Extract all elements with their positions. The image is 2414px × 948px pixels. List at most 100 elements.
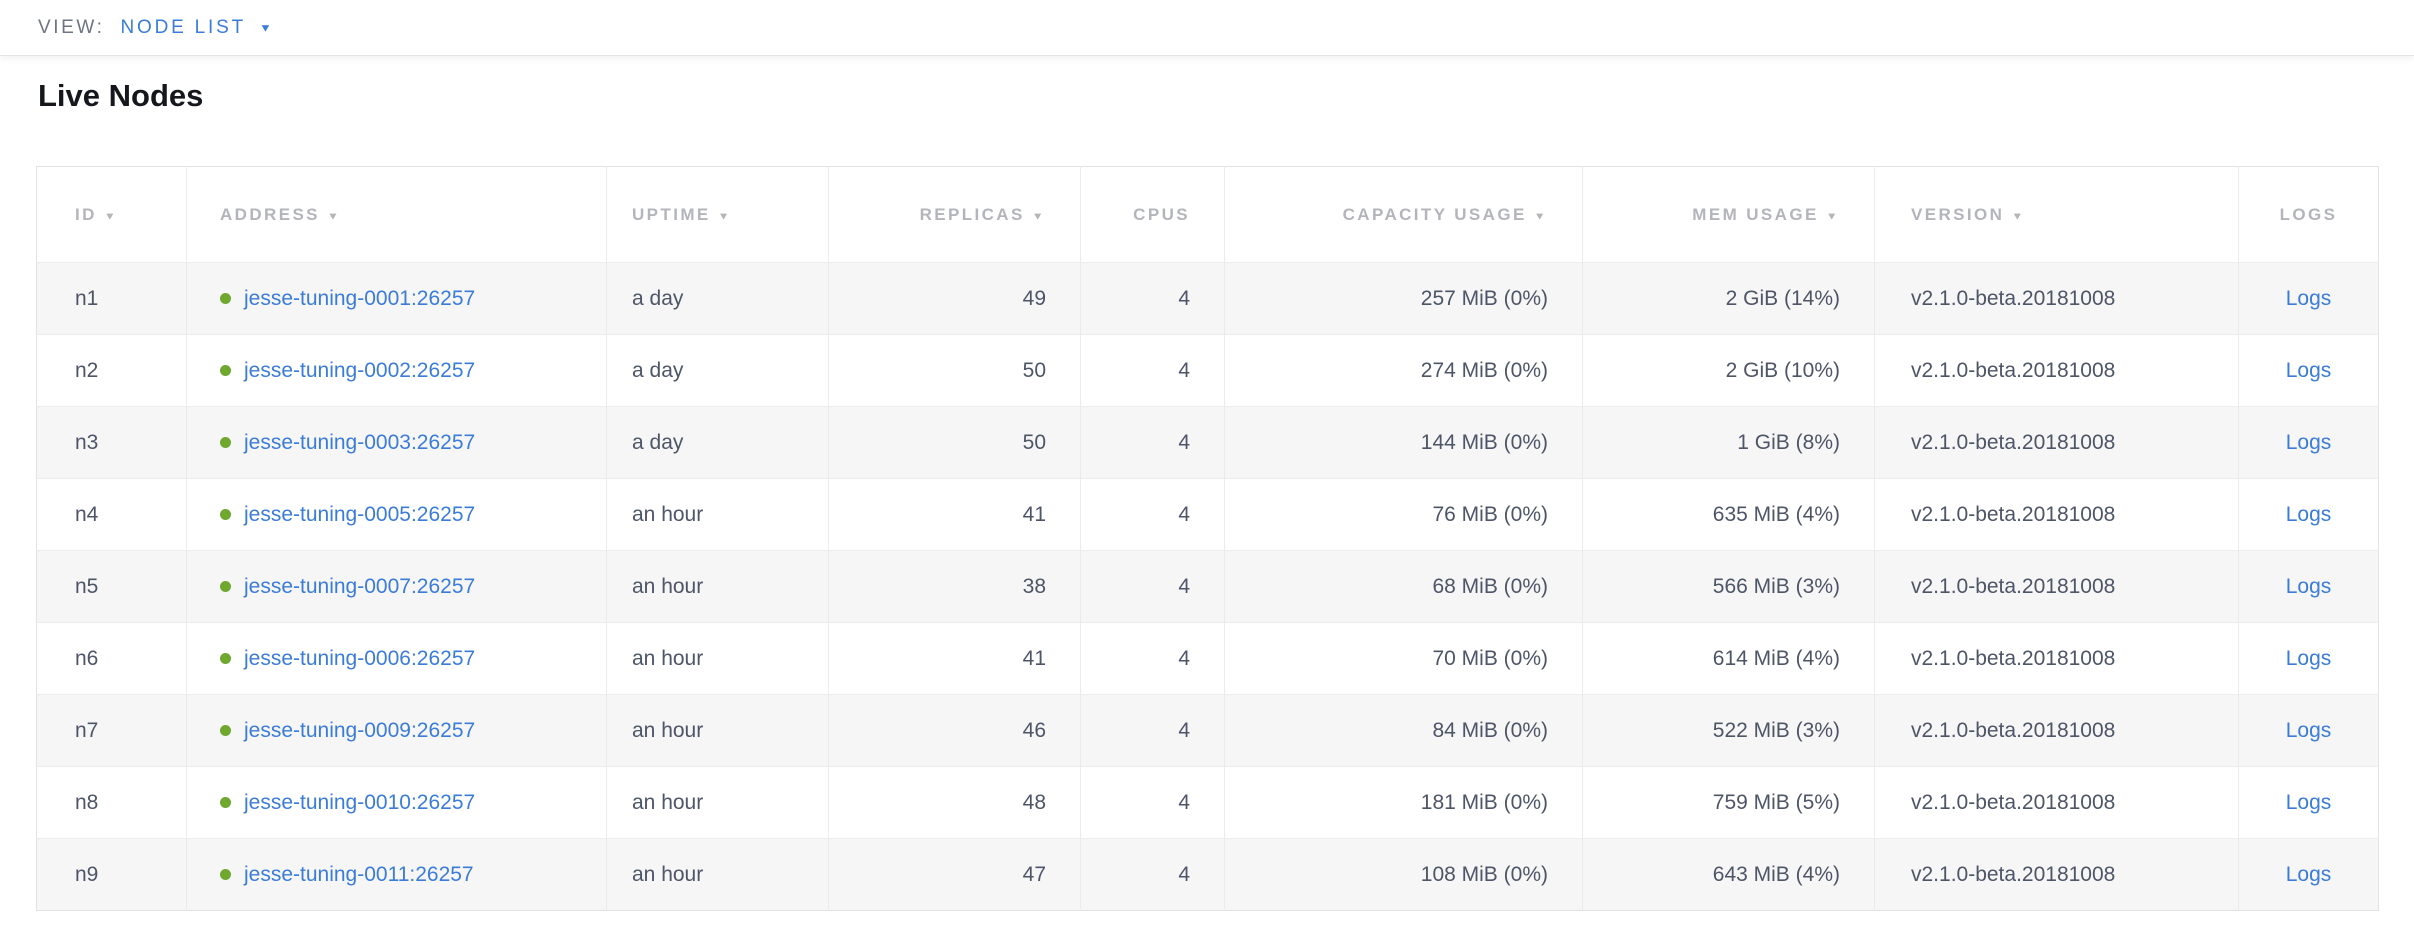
table-row: n7 jesse-tuning-0009:26257 an hour 46 4 84 Mi… — [36, 694, 2379, 767]
logs-link[interactable]: Logs — [2285, 286, 2332, 310]
node-healthy-icon — [220, 652, 231, 664]
live-nodes-table: ID ▼ ADDRESS ▼ UPTIME ▼ REPLICAS ▼ CPUS CAPACITY … — [36, 166, 2379, 911]
column-header-replicas[interactable]: REPLICAS ▼ — [828, 166, 1081, 263]
table-row: n8 jesse-tuning-0010:26257 an hour 48 4 181 M… — [36, 766, 2379, 839]
uptime-cell: a day — [606, 334, 829, 407]
logs-cell: Logs — [2238, 406, 2379, 479]
logs-link[interactable]: Logs — [2285, 718, 2332, 742]
table-row: n1 jesse-tuning-0001:26257 a day 49 4 257 MiB… — [36, 262, 2379, 335]
table-row: n6 jesse-tuning-0006:26257 an hour 41 4 70 Mi… — [36, 622, 2379, 695]
logs-cell: Logs — [2238, 334, 2379, 407]
column-label: LOGS — [2279, 204, 2338, 224]
header-row: ID ▼ ADDRESS ▼ UPTIME ▼ REPLICAS ▼ CPUS CAPACITY … — [36, 166, 2379, 263]
logs-link[interactable]: Logs — [2285, 862, 2332, 886]
mem-cell: 1 GiB (8%) — [1582, 406, 1875, 479]
table-row: n9 jesse-tuning-0011:26257 an hour 47 4 108 M… — [36, 838, 2379, 911]
uptime-cell: a day — [606, 262, 829, 335]
logs-cell: Logs — [2238, 766, 2379, 839]
column-header-id[interactable]: ID ▼ — [36, 166, 187, 263]
logs-link[interactable]: Logs — [2285, 358, 2332, 382]
id-cell: n4 — [36, 478, 187, 551]
mem-cell: 635 MiB (4%) — [1582, 478, 1875, 551]
column-label: CAPACITY USAGE — [1342, 204, 1527, 224]
column-header-address[interactable]: ADDRESS ▼ — [186, 166, 607, 263]
address-cell: jesse-tuning-0009:26257 — [186, 694, 607, 767]
mem-cell: 566 MiB (3%) — [1582, 550, 1875, 623]
logs-cell: Logs — [2238, 694, 2379, 767]
address-cell: jesse-tuning-0010:26257 — [186, 766, 607, 839]
version-cell: v2.1.0-beta.20181008 — [1874, 478, 2239, 551]
version-cell: v2.1.0-beta.20181008 — [1874, 622, 2239, 695]
column-label: VERSION — [1911, 204, 2005, 224]
logs-link[interactable]: Logs — [2285, 502, 2332, 526]
replicas-cell: 49 — [828, 262, 1081, 335]
capacity-cell: 108 MiB (0%) — [1224, 838, 1583, 911]
column-header-version[interactable]: VERSION ▼ — [1874, 166, 2239, 263]
column-label: MEM USAGE — [1692, 204, 1819, 224]
mem-cell: 522 MiB (3%) — [1582, 694, 1875, 767]
view-dropdown-value: NODE LIST — [120, 16, 246, 38]
id-cell: n2 — [36, 334, 187, 407]
node-healthy-icon — [220, 796, 231, 808]
replicas-cell: 46 — [828, 694, 1081, 767]
logs-link[interactable]: Logs — [2285, 790, 2332, 814]
capacity-cell: 274 MiB (0%) — [1224, 334, 1583, 407]
node-address-link[interactable]: jesse-tuning-0005:26257 — [244, 502, 476, 526]
column-label: REPLICAS — [919, 204, 1025, 224]
uptime-cell: a day — [606, 406, 829, 479]
table-row: n3 jesse-tuning-0003:26257 a day 50 4 144 MiB… — [36, 406, 2379, 479]
sort-arrow-icon: ▼ — [1031, 209, 1046, 222]
node-address-link[interactable]: jesse-tuning-0009:26257 — [244, 718, 476, 742]
node-address-link[interactable]: jesse-tuning-0002:26257 — [244, 358, 476, 382]
mem-cell: 2 GiB (10%) — [1582, 334, 1875, 407]
node-address-link[interactable]: jesse-tuning-0003:26257 — [244, 430, 476, 454]
cpus-cell: 4 — [1080, 766, 1225, 839]
node-address-link[interactable]: jesse-tuning-0007:26257 — [244, 574, 476, 598]
node-address-link[interactable]: jesse-tuning-0010:26257 — [244, 790, 476, 814]
replicas-cell: 48 — [828, 766, 1081, 839]
uptime-cell: an hour — [606, 838, 829, 911]
version-cell: v2.1.0-beta.20181008 — [1874, 550, 2239, 623]
capacity-cell: 181 MiB (0%) — [1224, 766, 1583, 839]
capacity-cell: 70 MiB (0%) — [1224, 622, 1583, 695]
version-cell: v2.1.0-beta.20181008 — [1874, 838, 2239, 911]
replicas-cell: 50 — [828, 334, 1081, 407]
column-label: CPUS — [1133, 204, 1190, 224]
cpus-cell: 4 — [1080, 478, 1225, 551]
column-header-cpus: CPUS — [1080, 166, 1225, 263]
uptime-cell: an hour — [606, 766, 829, 839]
logs-link[interactable]: Logs — [2285, 646, 2332, 670]
view-dropdown[interactable]: NODE LIST ▼ — [121, 17, 272, 39]
mem-cell: 759 MiB (5%) — [1582, 766, 1875, 839]
capacity-cell: 144 MiB (0%) — [1224, 406, 1583, 479]
sort-arrow-icon: ▼ — [1825, 209, 1840, 222]
node-healthy-icon — [220, 580, 231, 592]
column-header-mem[interactable]: MEM USAGE ▼ — [1582, 166, 1875, 263]
node-healthy-icon — [220, 508, 231, 520]
column-header-uptime[interactable]: UPTIME ▼ — [606, 166, 829, 263]
logs-link[interactable]: Logs — [2285, 430, 2332, 454]
main-content: Live Nodes ID ▼ ADDRESS ▼ UPTIME ▼ REPLICAS ▼ CP… — [0, 76, 2414, 911]
node-address-link[interactable]: jesse-tuning-0011:26257 — [244, 862, 474, 886]
logs-cell: Logs — [2238, 478, 2379, 551]
logs-cell: Logs — [2238, 550, 2379, 623]
table-row: n2 jesse-tuning-0002:26257 a day 50 4 274 MiB… — [36, 334, 2379, 407]
node-address-link[interactable]: jesse-tuning-0006:26257 — [244, 646, 476, 670]
logs-link[interactable]: Logs — [2285, 574, 2332, 598]
cpus-cell: 4 — [1080, 694, 1225, 767]
cpus-cell: 4 — [1080, 838, 1225, 911]
column-header-capacity[interactable]: CAPACITY USAGE ▼ — [1224, 166, 1583, 263]
address-cell: jesse-tuning-0001:26257 — [186, 262, 607, 335]
node-healthy-icon — [220, 724, 231, 736]
column-label: UPTIME — [632, 204, 711, 224]
mem-cell: 643 MiB (4%) — [1582, 838, 1875, 911]
cpus-cell: 4 — [1080, 262, 1225, 335]
replicas-cell: 50 — [828, 406, 1081, 479]
column-label: ADDRESS — [220, 204, 320, 224]
sort-arrow-icon: ▼ — [1533, 209, 1548, 222]
id-cell: n1 — [36, 262, 187, 335]
id-cell: n3 — [36, 406, 187, 479]
column-header-logs: LOGS — [2238, 166, 2379, 263]
node-address-link[interactable]: jesse-tuning-0001:26257 — [244, 286, 476, 310]
mem-cell: 2 GiB (14%) — [1582, 262, 1875, 335]
